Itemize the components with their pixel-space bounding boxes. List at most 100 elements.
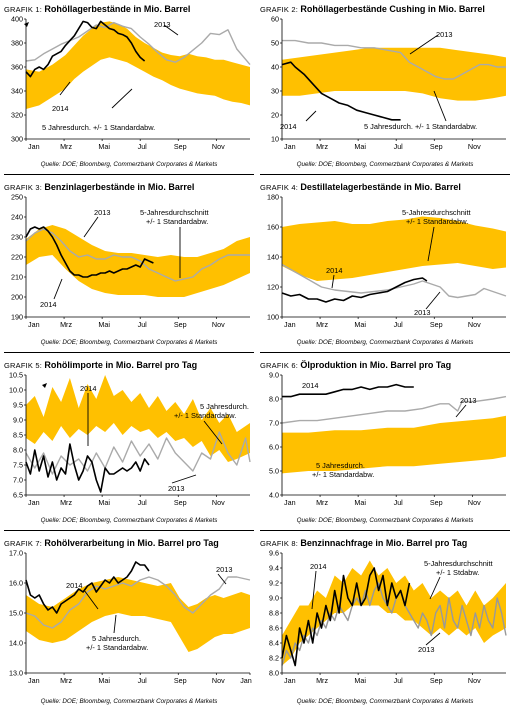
y-tick-label: 15.0 <box>9 609 23 618</box>
series-line-2013 <box>25 228 250 282</box>
y-tick-label: 220 <box>11 253 23 262</box>
y-tick-label: 16.0 <box>9 579 23 588</box>
x-tick-label: Mrz <box>316 498 328 507</box>
annotation-leader <box>425 632 441 646</box>
y-tick-label: 400 <box>11 15 23 24</box>
x-tick-label: Mai <box>98 142 110 151</box>
series-line-2013 <box>281 582 507 666</box>
x-tick-label: Nov <box>468 676 481 685</box>
annotation-label: 5 Jahresdurch. <box>92 634 141 643</box>
chart-title: Benzinlagerbestände in Mio. Barrel <box>44 182 195 192</box>
annotation-leader <box>409 34 439 55</box>
y-tick-label: 8.0 <box>269 669 279 678</box>
source-note: Quelle: DOE; Bloomberg, Commerzbank Corp… <box>296 517 474 524</box>
divider <box>4 352 254 353</box>
y-tick-label: 240 <box>11 213 23 222</box>
x-tick-label: Jan <box>240 676 252 685</box>
y-tick-label: 50 <box>271 39 279 48</box>
x-tick-label: Mrz <box>60 320 72 329</box>
panel-title: GRAFIK 7: Rohölverarbeitung in Mio. Barr… <box>4 538 254 549</box>
annotation-label: +/- 1 Stdabw. <box>436 568 479 577</box>
x-tick-label: Mai <box>354 498 366 507</box>
source-note: Quelle: DOE; Bloomberg, Commerzbank Corp… <box>40 339 218 346</box>
annotation-label: +/- 1 Standardabw. <box>146 217 208 226</box>
y-tick-label: 9.0 <box>13 416 23 425</box>
x-tick-label: Jan <box>28 142 40 151</box>
series-line-2014 <box>282 383 414 398</box>
x-tick-label: Sep <box>174 320 187 329</box>
annotation-label: 2013 <box>154 20 170 29</box>
y-tick-label: 250 <box>11 193 23 202</box>
annotation-leader <box>83 589 99 610</box>
y-tick-label: 4.0 <box>269 491 279 500</box>
figure-number: GRAFIK 5: <box>4 361 45 370</box>
x-tick-label: Sep <box>430 142 443 151</box>
x-tick-label: Mrz <box>60 676 72 685</box>
annotation-label: 2014 <box>310 562 326 571</box>
annotation-label: 2013 <box>94 208 110 217</box>
series-line-2014 <box>281 61 401 121</box>
panel-gasoline-demand: GRAFIK 8: Benzinnachfrage in Mio. Barrel… <box>260 538 510 714</box>
y-tick-label: 9.6 <box>269 549 279 558</box>
annotation-arrow-icon <box>24 22 29 27</box>
x-tick-label: Mrz <box>60 142 72 151</box>
source-note: Quelle: DOE; Bloomberg, Commerzbank Corp… <box>296 339 474 346</box>
series-line-2013 <box>281 263 507 299</box>
panel-cushing-stocks: GRAFIK 2: Rohöllagerbestände Cushing in … <box>260 4 510 180</box>
y-tick-label: 8.5 <box>13 431 23 440</box>
panel-title: GRAFIK 4: Destillatelagerbestände in Mio… <box>260 182 510 193</box>
x-tick-label: Sep <box>430 320 443 329</box>
std-band-area <box>26 21 250 109</box>
annotation-label: 5 Jahresdurch. <box>200 402 249 411</box>
chart-title: Rohölverarbeitung in Mio. Barrel pro Tag <box>44 538 219 548</box>
chart-title: Rohöllagerbestände Cushing in Mio. Barre… <box>300 4 485 14</box>
y-tick-label: 40 <box>271 63 279 72</box>
figure-number: GRAFIK 6: <box>260 361 301 370</box>
annotation-leader <box>425 291 441 310</box>
chart-gasoline-demand: 8.0 8.2 8.4 8.6 8.8 9.0 9.2 9.4 9.6 Jan Mrz Mai Jul S… <box>269 549 507 685</box>
y-tick-label: 300 <box>11 135 23 144</box>
annotation-label: 2013 <box>168 484 184 493</box>
y-tick-label: 8.0 <box>13 446 23 455</box>
annotation-label: 5 Jahresdurch. <box>316 461 365 470</box>
x-tick-label: Mai <box>98 320 110 329</box>
y-tick-label: 8.4 <box>269 639 279 648</box>
std-band-area <box>282 560 506 666</box>
annotation-label: 2013 <box>460 396 476 405</box>
annotation-label: 2013 <box>216 565 232 574</box>
x-tick-label: Mai <box>354 320 366 329</box>
y-tick-label: 340 <box>11 87 23 96</box>
annotation-leader <box>163 24 179 36</box>
y-tick-label: 9.0 <box>269 371 279 380</box>
annotation-arrow-icon <box>42 383 47 388</box>
y-tick-label: 100 <box>267 313 279 322</box>
panel-crude-stocks: GRAFIK 1: Rohöllagerbestände in Mio. Bar… <box>4 4 254 180</box>
x-tick-label: Sep <box>174 676 187 685</box>
chart-title: Rohöllagerbestände in Mio. Barrel <box>44 4 191 14</box>
y-tick-label: 160 <box>267 223 279 232</box>
source-note: Quelle: DOE; Bloomberg, Commerzbank Corp… <box>40 698 218 705</box>
y-tick-label: 360 <box>11 63 23 72</box>
annotation-leader <box>331 274 335 289</box>
x-tick-label: Jan <box>28 498 40 507</box>
source-note: Quelle: DOE; Bloomberg, Commerzbank Corp… <box>296 161 474 168</box>
panel-title: GRAFIK 8: Benzinnachfrage in Mio. Barrel… <box>260 538 510 549</box>
x-tick-label: Nov <box>468 142 481 151</box>
series-line-2014 <box>25 20 146 78</box>
y-tick-label: 7.0 <box>13 476 23 485</box>
x-tick-label: Sep <box>174 498 187 507</box>
divider <box>4 174 254 175</box>
series-line-2013 <box>282 39 506 80</box>
x-tick-label: Nov <box>468 320 481 329</box>
panel-refinery-runs: GRAFIK 7: Rohölverarbeitung in Mio. Barr… <box>4 538 254 714</box>
annotation-leader <box>429 576 441 600</box>
y-tick-label: 30 <box>271 87 279 96</box>
annotation-label: 2014 <box>326 266 342 275</box>
y-tick-label: 9.4 <box>269 564 279 573</box>
figure-number: GRAFIK 1: <box>4 5 45 14</box>
y-tick-label: 10 <box>271 135 279 144</box>
std-band-area <box>282 47 506 101</box>
x-tick-label: Mrz <box>316 676 328 685</box>
divider <box>260 352 510 353</box>
annotation-label: 5 Jahresdurch. +/- 1 Standardabw. <box>42 123 155 132</box>
